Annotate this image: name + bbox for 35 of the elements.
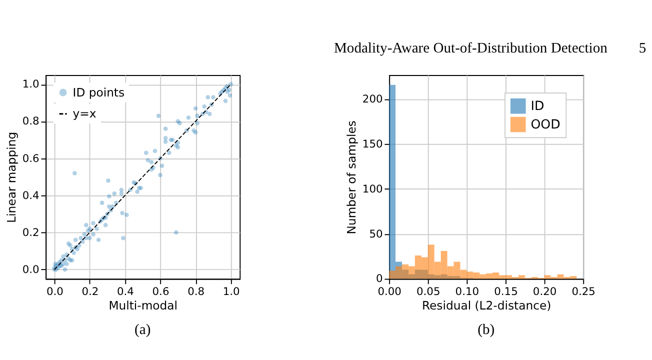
y-tick-label: 50 xyxy=(369,227,383,240)
legend-label: y=x xyxy=(72,106,96,121)
y-tick-label: 1.0 xyxy=(22,78,40,91)
y-tick-label: 0.0 xyxy=(22,262,40,276)
x-tick-label: 1.0 xyxy=(222,284,240,298)
y-tick-label: 150 xyxy=(362,138,383,151)
x-tick-label: 0.25 xyxy=(572,284,596,298)
x-tick-label: 0.00 xyxy=(378,284,402,298)
legend-label: OOD xyxy=(530,116,560,132)
y-tick-label: 200 xyxy=(362,92,383,106)
text: (b) xyxy=(478,322,495,338)
text: 5 xyxy=(638,40,646,57)
x-tick-label: 0.2 xyxy=(82,284,99,298)
x-tick-label: 0.8 xyxy=(188,284,205,298)
legend-label: ID points xyxy=(72,85,125,100)
x-tick-label: 0.20 xyxy=(532,284,557,298)
x-tick-label: 0.0 xyxy=(46,284,64,298)
text: (a) xyxy=(134,322,151,338)
x-tick-label: 0.4 xyxy=(116,284,134,298)
x-axis-title: Multi-modal xyxy=(108,298,178,312)
x-tick-label: 0.15 xyxy=(494,284,518,298)
y-tick-label: 0.4 xyxy=(22,188,40,202)
text: Modality-Aware Out-of-Distribution Detection xyxy=(334,40,608,57)
x-axis-title: Residual (L2-distance) xyxy=(422,298,552,312)
y-axis-title: Number of samples xyxy=(344,120,359,234)
y-tick-label: 0.8 xyxy=(22,114,40,128)
y-tick-label: 100 xyxy=(362,182,383,196)
y-tick-label: 0 xyxy=(376,272,383,286)
y-tick-label: 0.2 xyxy=(22,226,40,239)
y-tick-label: 0.6 xyxy=(22,152,40,165)
x-tick-label: 0.6 xyxy=(152,284,170,298)
legend-label: ID xyxy=(530,98,544,113)
x-tick-label: 0.05 xyxy=(416,284,440,298)
y-axis-title: Linear mapping xyxy=(4,132,19,223)
x-tick-label: 0.10 xyxy=(455,284,480,298)
